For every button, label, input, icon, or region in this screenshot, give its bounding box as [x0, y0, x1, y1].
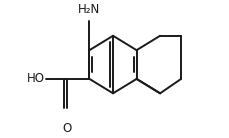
- Text: O: O: [62, 122, 72, 135]
- Text: HO: HO: [27, 72, 45, 85]
- Text: H₂N: H₂N: [78, 3, 100, 16]
